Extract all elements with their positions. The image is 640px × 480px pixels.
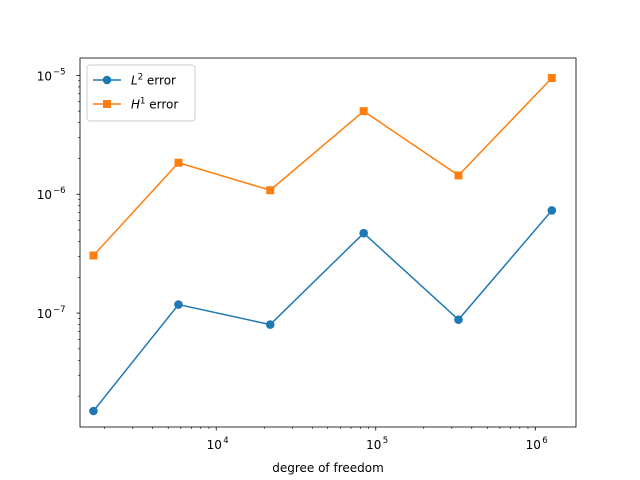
legend-marker [103,100,111,108]
data-point [174,300,183,309]
legend-item: L2 error [93,73,176,88]
data-point [174,158,183,167]
data-point [454,315,463,324]
y-tick-exponent: −5 [53,67,66,77]
x-tick-exponent: 4 [223,436,228,446]
legend-item: H1 error [93,97,178,112]
data-point [547,206,557,215]
x-tick-label: 10 [366,438,381,452]
axes-frame [79,57,577,428]
series-line [92,209,553,412]
y-tick-label: 10 [37,188,52,202]
legend-marker [102,75,112,85]
series-2 [89,74,556,260]
y-tick-exponent: −7 [53,305,66,315]
legend-box [86,64,196,122]
data-point [89,406,98,416]
y-axis-ticks: 10−710−610−5 [37,67,80,321]
data-point [266,186,275,195]
x-tick-exponent: 6 [542,436,547,446]
series-line [92,77,553,257]
legend-label: H1 error [131,97,178,112]
x-tick-exponent: 5 [383,436,388,446]
data-point [547,74,556,83]
plot-area [89,74,557,416]
series-1 [89,206,557,416]
x-tick-label: 10 [207,438,222,452]
x-tick-label: 10 [526,438,541,452]
minor-ticks [78,80,529,429]
x-axis-label: degree of freedom [272,461,384,475]
y-tick-exponent: −6 [53,186,66,196]
data-point [265,320,275,329]
data-point [359,228,368,238]
data-point [454,171,463,180]
legend-label: L2 error [131,73,176,88]
data-point [359,107,368,116]
x-axis-ticks: 10 4 10 5 10 6 [207,427,548,452]
y-tick-label: 10 [37,69,52,83]
legend: L2 error H1 error [86,64,196,122]
data-point [89,251,98,260]
y-tick-label: 10 [37,307,52,321]
